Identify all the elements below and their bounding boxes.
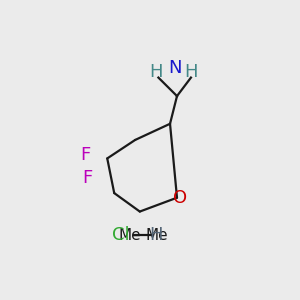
- Text: N: N: [168, 59, 182, 77]
- Text: H: H: [184, 63, 198, 81]
- Text: F: F: [82, 169, 93, 187]
- Text: O: O: [173, 189, 188, 207]
- Text: H: H: [149, 226, 163, 244]
- Text: Me: Me: [118, 228, 141, 243]
- Text: F: F: [80, 146, 90, 164]
- Text: Me: Me: [146, 228, 169, 243]
- Text: H: H: [149, 63, 163, 81]
- Text: Cl: Cl: [112, 226, 130, 244]
